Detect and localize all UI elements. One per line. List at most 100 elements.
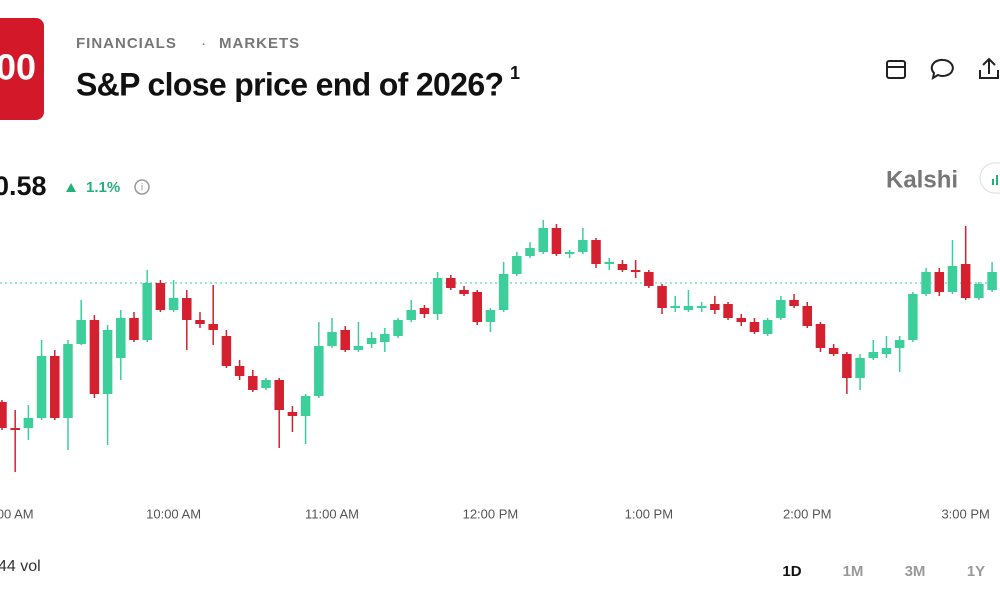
candle-body — [696, 306, 707, 308]
candle-body — [353, 346, 364, 350]
candle-body — [776, 300, 786, 318]
x-tick-label: 2:00 PM — [783, 506, 831, 521]
candle-body — [855, 358, 865, 378]
x-tick-label: 00 AM — [0, 506, 34, 521]
brand: Kalshi — [886, 166, 958, 193]
candle-body — [287, 412, 298, 416]
up-arrow — [66, 183, 76, 192]
candle-body — [828, 348, 839, 354]
x-tick-label: 1:00 PM — [625, 506, 673, 521]
title-note: 1 — [510, 63, 520, 83]
breadcrumb[interactable]: FINANCIALS — [76, 35, 177, 52]
candle-body — [10, 428, 20, 430]
candle-body — [195, 320, 205, 324]
comment-icon[interactable] — [930, 58, 954, 81]
candle-body — [485, 310, 496, 322]
info-icon[interactable] — [134, 179, 150, 195]
candle-body — [50, 356, 60, 418]
candle-body — [683, 306, 694, 310]
candle-body — [76, 320, 86, 344]
candle-body — [102, 330, 113, 394]
candle-body — [168, 298, 179, 310]
candle-body — [234, 366, 245, 376]
candle-body — [710, 304, 720, 310]
candle-body — [630, 270, 641, 272]
candle-body — [340, 330, 350, 350]
x-tick-label: 3:00 PM — [941, 506, 989, 521]
chart-toggle-icon — [992, 175, 998, 185]
calendar-icon[interactable] — [886, 60, 906, 79]
candle-body — [446, 278, 456, 288]
candle-body — [142, 283, 152, 340]
candle-body — [894, 340, 905, 348]
chart: 00 AM 10:00 AM 11:00 AM 12:00 PM 1:00 PM 2:00… — [0, 220, 1000, 521]
candle-body — [604, 262, 614, 264]
candle-body — [459, 290, 469, 294]
candle-body — [934, 272, 945, 292]
x-tick-label: 10:00 AM — [146, 506, 201, 521]
candle-body — [300, 396, 311, 416]
candle-body — [591, 240, 601, 264]
candle-body — [261, 380, 271, 388]
candle-body — [762, 320, 773, 334]
candle-body — [274, 380, 284, 410]
candle-body — [406, 310, 416, 320]
candle-body — [868, 352, 879, 358]
candle-body — [472, 292, 482, 322]
candle-body — [380, 334, 390, 342]
candle-body — [802, 306, 813, 326]
candle-body — [182, 298, 192, 320]
candle-body — [36, 356, 47, 418]
candle-body — [221, 336, 232, 366]
separator: · — [201, 35, 206, 52]
candle-body — [921, 272, 931, 294]
share-icon[interactable] — [979, 57, 999, 79]
candle-body — [815, 324, 826, 348]
logo-text: 00 — [0, 47, 36, 88]
range-button[interactable]: 3M — [905, 563, 926, 580]
candle-body — [327, 332, 337, 346]
logo — [0, 18, 44, 120]
range-button[interactable]: 1D — [782, 563, 801, 580]
candle-body — [789, 300, 799, 306]
candle-body — [89, 320, 100, 394]
candle-body — [393, 320, 403, 336]
candle-body — [723, 304, 733, 318]
chart-toggle[interactable] — [979, 162, 1000, 194]
header-icons — [886, 57, 999, 81]
candle-body — [116, 318, 126, 358]
x-tick-label: 11:00 AM — [305, 506, 359, 521]
candle-body — [0, 402, 7, 428]
candle-body — [564, 252, 575, 254]
candle-body — [842, 354, 852, 378]
volume: 44 vol — [0, 558, 41, 575]
candle-body — [314, 346, 324, 396]
range-button[interactable]: 1Y — [967, 563, 985, 580]
x-tick-label: 12:00 PM — [463, 506, 519, 521]
candle-body — [248, 376, 258, 390]
candle-body — [63, 344, 73, 418]
candle-body — [155, 283, 166, 310]
candle-body — [749, 322, 760, 332]
candle-body — [670, 306, 680, 308]
candle-body — [881, 348, 892, 354]
price: 0.58 — [0, 171, 47, 201]
candle-body — [578, 240, 588, 252]
change: 1.1% — [86, 179, 120, 196]
candle-body — [644, 272, 654, 286]
candle-body — [736, 318, 747, 322]
candle-body — [366, 338, 377, 344]
candle-body — [208, 324, 218, 330]
candle-body — [23, 418, 34, 428]
candle-body — [129, 318, 139, 340]
candle-body — [960, 264, 971, 298]
candle-body — [657, 286, 667, 308]
candle-body — [498, 274, 509, 310]
candle-body — [525, 248, 535, 256]
candle-body — [538, 228, 548, 252]
candle-body — [947, 266, 958, 292]
breadcrumb[interactable]: MARKETS — [219, 35, 300, 52]
candle-body — [419, 308, 430, 314]
range-button[interactable]: 1M — [843, 563, 864, 580]
